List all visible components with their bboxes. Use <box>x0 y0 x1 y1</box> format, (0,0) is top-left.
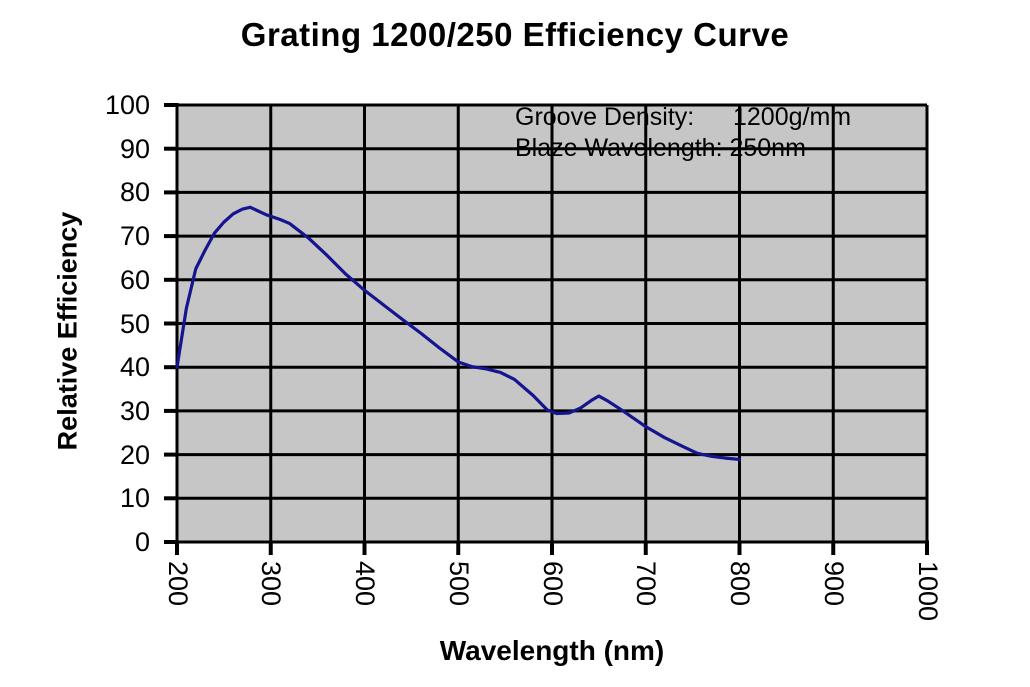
y-axis-tick-label: 70 <box>119 221 150 252</box>
y-axis-tick-label: 40 <box>119 352 150 383</box>
annotation-groove-density: Groove Density: 1200g/mm <box>515 102 851 133</box>
groove-density-label: Groove Density: <box>515 103 695 131</box>
y-axis-tick-label: 20 <box>119 439 150 470</box>
y-axis-tick-label: 10 <box>119 483 150 514</box>
chart-title: Grating 1200/250 Efficiency Curve <box>240 16 790 53</box>
y-axis-tick-label: 80 <box>119 177 150 208</box>
y-axis-tick-label: 60 <box>119 264 150 295</box>
groove-density-value: 1200g/mm <box>733 103 852 131</box>
x-axis-title: Wavelength (nm) <box>439 635 665 666</box>
y-axis-tick-label: 50 <box>119 308 150 339</box>
y-axis-tick-label: 0 <box>134 527 150 557</box>
efficiency-curve <box>175 205 742 462</box>
y-axis-tick-label: 90 <box>119 133 150 164</box>
y-axis-tick-label: 100 <box>104 90 150 120</box>
y-axis-tick-label: 30 <box>119 395 150 426</box>
